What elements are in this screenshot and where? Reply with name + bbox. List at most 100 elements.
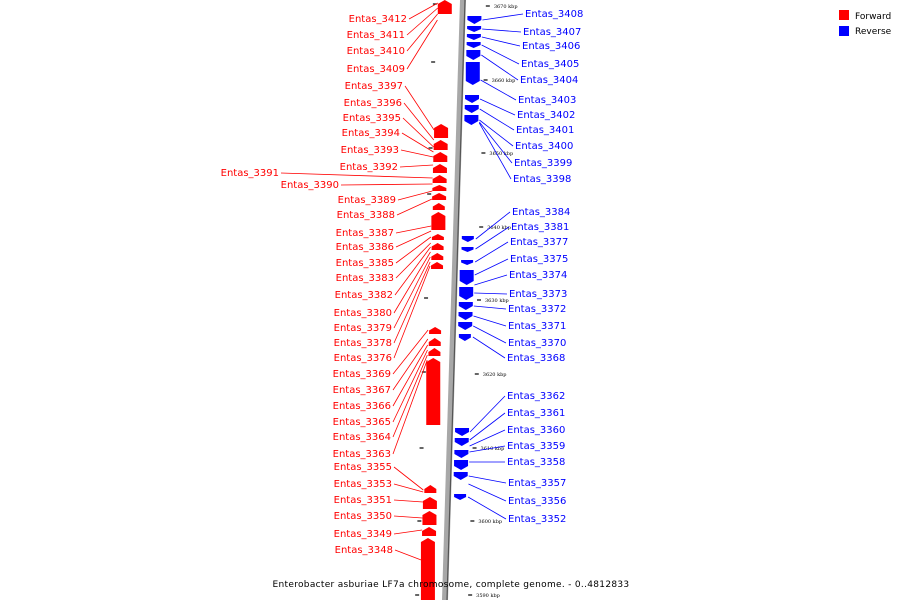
forward-leader-line bbox=[403, 102, 435, 141]
forward-gene-label: Entas_3366 bbox=[333, 401, 391, 412]
forward-leader-line bbox=[394, 549, 422, 561]
reverse-gene-label: Entas_3404 bbox=[520, 75, 578, 86]
forward-gene-arrow bbox=[428, 348, 441, 356]
forward-gene-label: Entas_3412 bbox=[349, 14, 407, 25]
reverse-gene-label: Entas_3352 bbox=[508, 514, 566, 525]
forward-gene-label: Entas_3365 bbox=[333, 417, 391, 428]
reverse-gene-label: Entas_3400 bbox=[515, 141, 573, 152]
gene-features bbox=[420, 0, 482, 600]
scale-tick-label: 3630 kbp bbox=[485, 298, 509, 304]
reverse-gene-arrow bbox=[461, 236, 474, 242]
forward-gene-label: Entas_3411 bbox=[347, 30, 405, 41]
forward-gene-arrow bbox=[432, 164, 447, 173]
forward-gene-arrow bbox=[422, 527, 437, 536]
reverse-leader-line bbox=[468, 475, 507, 484]
reverse-gene-label: Entas_3399 bbox=[514, 158, 572, 169]
reverse-gene-arrow bbox=[464, 105, 479, 113]
forward-gene-arrow bbox=[424, 485, 437, 493]
forward-gene-label: Entas_3355 bbox=[334, 462, 392, 473]
legend-reverse-label: Reverse bbox=[855, 27, 892, 37]
reverse-gene-arrow bbox=[464, 115, 479, 125]
forward-gene-arrow bbox=[432, 203, 445, 210]
reverse-gene-arrow bbox=[461, 260, 474, 265]
reverse-gene-label: Entas_3356 bbox=[508, 496, 566, 507]
reverse-gene-label: Entas_3374 bbox=[509, 270, 567, 281]
reverse-gene-label: Entas_3408 bbox=[525, 9, 583, 20]
reverse-leader-line bbox=[474, 258, 509, 276]
forward-gene-arrow bbox=[422, 511, 437, 525]
forward-leader-line bbox=[392, 349, 428, 423]
reverse-leader-line bbox=[469, 429, 506, 447]
reverse-gene-label: Entas_3384 bbox=[512, 207, 570, 218]
reverse-leader-line bbox=[475, 211, 511, 240]
forward-gene-arrow bbox=[428, 338, 441, 346]
reverse-leader-line bbox=[481, 44, 520, 65]
reverse-gene-arrow bbox=[465, 62, 480, 85]
reverse-gene-arrow bbox=[458, 334, 471, 341]
forward-leader-line bbox=[399, 164, 434, 168]
reverse-gene-arrow bbox=[454, 494, 467, 500]
reverse-leader-line bbox=[482, 28, 522, 33]
forward-gene-label: Entas_3393 bbox=[341, 145, 399, 156]
forward-leader-line bbox=[393, 499, 423, 503]
reverse-gene-arrow bbox=[458, 312, 473, 320]
forward-leader-line bbox=[393, 483, 424, 493]
forward-leader-line bbox=[395, 242, 431, 279]
reverse-gene-arrow bbox=[454, 460, 469, 470]
reverse-gene-label: Entas_3381 bbox=[511, 222, 569, 233]
reverse-gene-label: Entas_3375 bbox=[510, 254, 568, 265]
forward-leader-line bbox=[395, 230, 432, 248]
reverse-leader-line bbox=[469, 395, 506, 433]
reverse-gene-label: Entas_3371 bbox=[508, 321, 566, 332]
reverse-gene-label: Entas_3398 bbox=[513, 174, 571, 185]
forward-leader-line bbox=[340, 183, 433, 186]
forward-leader-line bbox=[395, 236, 432, 264]
forward-leader-line bbox=[406, 19, 438, 70]
reverse-leader-line bbox=[473, 325, 507, 344]
gene-labels: Entas_3412 Entas_3411 Entas_3410 Entas_3409… bbox=[221, 9, 584, 556]
reverse-gene-label: Entas_3358 bbox=[507, 457, 565, 468]
forward-leader-line bbox=[393, 466, 424, 491]
forward-leader-line bbox=[406, 13, 438, 52]
reverse-leader-line bbox=[475, 226, 510, 250]
forward-gene-arrow bbox=[432, 193, 447, 200]
reverse-gene-label: Entas_3361 bbox=[507, 408, 565, 419]
reverse-gene-arrow bbox=[467, 26, 482, 32]
forward-gene-arrow bbox=[432, 185, 447, 191]
forward-gene-label: Entas_3369 bbox=[333, 369, 391, 380]
forward-leader-line bbox=[404, 85, 435, 131]
reverse-gene-arrow bbox=[459, 270, 474, 285]
reverse-leader-line bbox=[481, 54, 519, 81]
reverse-gene-arrow bbox=[466, 34, 481, 40]
reverse-gene-label: Entas_3362 bbox=[507, 391, 565, 402]
forward-gene-label: Entas_3364 bbox=[333, 432, 391, 443]
forward-leader-line bbox=[394, 246, 431, 296]
forward-leader-line bbox=[393, 265, 431, 359]
forward-gene-label: Entas_3382 bbox=[335, 290, 393, 301]
legend-forward-swatch bbox=[839, 10, 849, 20]
scale-tick-label: 3670 kbp bbox=[494, 4, 518, 10]
reverse-gene-label: Entas_3372 bbox=[508, 304, 566, 315]
forward-gene-label: Entas_3385 bbox=[336, 258, 394, 269]
reverse-leader-line bbox=[473, 315, 507, 327]
reverse-leader-line bbox=[469, 445, 506, 453]
forward-gene-label: Entas_3351 bbox=[334, 495, 392, 506]
reverse-gene-label: Entas_3402 bbox=[517, 110, 575, 121]
reverse-gene-arrow bbox=[453, 472, 468, 480]
forward-gene-label: Entas_3386 bbox=[336, 242, 394, 253]
forward-gene-arrow bbox=[426, 358, 441, 425]
label-leader-lines bbox=[280, 2, 524, 561]
genome-caption: Enterobacter asburiae LF7a chromosome, c… bbox=[273, 580, 630, 590]
forward-gene-arrow bbox=[431, 253, 444, 260]
reverse-leader-line bbox=[468, 483, 507, 502]
reverse-gene-arrow bbox=[458, 302, 473, 310]
scale-tick-label: 3620 kbp bbox=[483, 372, 507, 378]
reverse-leader-line bbox=[467, 496, 507, 520]
forward-leader-line bbox=[392, 359, 428, 455]
legend: Forward Reverse bbox=[839, 10, 892, 37]
forward-leader-line bbox=[395, 225, 432, 234]
forward-leader-line bbox=[396, 198, 433, 216]
forward-gene-arrow bbox=[431, 262, 444, 269]
scale-tick-label: 3610 kbp bbox=[481, 446, 505, 452]
scale-tick-label: 3650 kbp bbox=[489, 151, 513, 157]
